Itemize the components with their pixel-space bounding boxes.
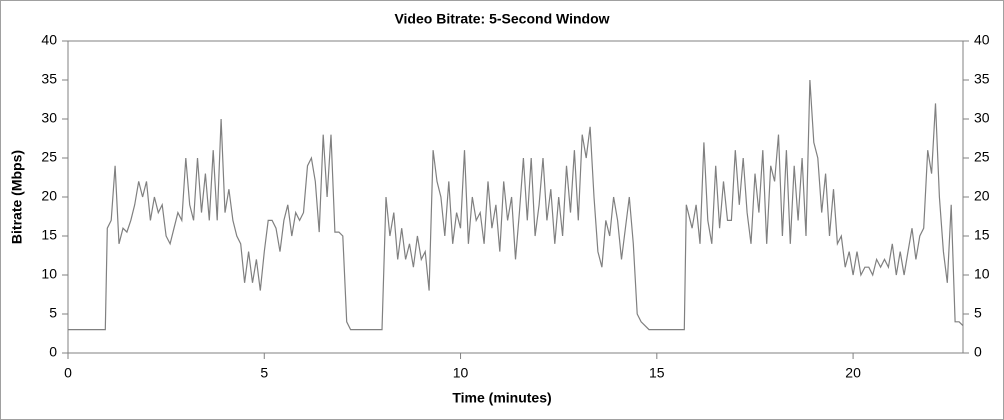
x-tick-label: 0 <box>64 365 72 381</box>
x-tick-label: 10 <box>453 365 469 381</box>
y-tick-label: 30 <box>41 110 57 126</box>
y2-tick-label: 10 <box>974 266 990 282</box>
x-tick-label: 15 <box>649 365 665 381</box>
y-axis-label: Bitrate (Mbps) <box>9 150 25 244</box>
y2-tick-label: 5 <box>974 305 982 321</box>
y2-tick-label: 20 <box>974 188 990 204</box>
y2-tick-label: 40 <box>974 32 990 48</box>
y2-tick-label: 0 <box>974 344 982 360</box>
y2-tick-label: 30 <box>974 110 990 126</box>
y-tick-label: 25 <box>41 149 57 165</box>
y-tick-label: 0 <box>49 344 57 360</box>
y-tick-label: 15 <box>41 227 57 243</box>
y2-tick-label: 15 <box>974 227 990 243</box>
y-tick-label: 10 <box>41 266 57 282</box>
chart-title: Video Bitrate: 5-Second Window <box>394 11 609 27</box>
y-tick-label: 20 <box>41 188 57 204</box>
y-tick-label: 35 <box>41 71 57 87</box>
x-tick-label: 5 <box>260 365 268 381</box>
y-tick-label: 5 <box>49 305 57 321</box>
y2-tick-label: 25 <box>974 149 990 165</box>
data-line <box>68 79 964 331</box>
y2-tick-label: 35 <box>974 71 990 87</box>
y-tick-label: 40 <box>41 32 57 48</box>
x-axis-label: Time (minutes) <box>452 390 551 406</box>
x-tick-label: 20 <box>845 365 861 381</box>
